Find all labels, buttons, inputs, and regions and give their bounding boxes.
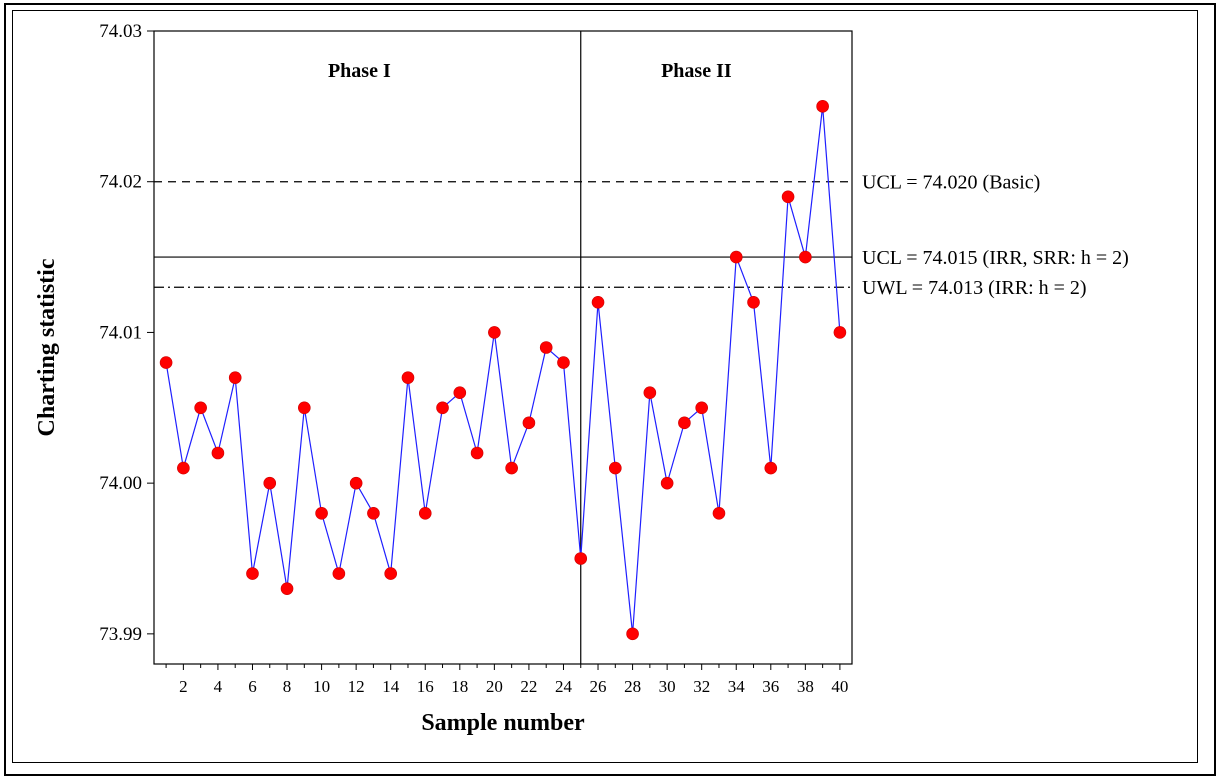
x-tick-label: 34 (728, 677, 746, 696)
data-point (522, 416, 536, 430)
x-tick-label: 28 (624, 677, 641, 696)
data-point (729, 250, 743, 264)
series-line (165, 106, 841, 634)
data-point (488, 326, 501, 339)
x-tick-label: 40 (831, 677, 848, 696)
data-point (332, 567, 346, 580)
y-tick-label: 74.01 (99, 322, 142, 343)
reference-line-label: UCL = 74.020 (Basic) (862, 172, 1040, 194)
y-tick-label: 74.00 (99, 473, 142, 494)
data-point (280, 582, 294, 595)
data-point (177, 461, 190, 475)
data-point (833, 326, 847, 339)
x-tick-label: 22 (520, 677, 537, 696)
inner-frame (12, 10, 1198, 763)
data-point (574, 552, 588, 565)
x-tick-label: 16 (417, 677, 434, 696)
data-point (228, 371, 242, 384)
x-tick-label: 14 (382, 677, 400, 696)
data-point (678, 416, 691, 430)
x-tick-label: 20 (486, 677, 503, 696)
data-point (505, 461, 518, 475)
data-point (747, 295, 760, 309)
y-tick-label: 74.02 (99, 172, 142, 193)
data-point (764, 461, 778, 475)
phase-label: Phase II (661, 60, 732, 82)
x-tick-label: 18 (451, 677, 468, 696)
data-point (591, 295, 605, 309)
y-axis-title: Charting statistic (34, 258, 60, 436)
x-tick-label: 10 (313, 677, 330, 696)
data-point (384, 567, 397, 580)
data-point (246, 567, 259, 580)
plot-frame (153, 30, 853, 665)
data-point (539, 341, 553, 354)
reference-line-label: UWL = 74.013 (IRR: h = 2) (862, 277, 1087, 299)
x-tick-label: 36 (762, 677, 779, 696)
x-axis-title: Sample number (421, 710, 585, 736)
data-point (660, 476, 674, 490)
data-point (781, 190, 795, 204)
x-tick-label: 26 (590, 677, 607, 696)
data-point (712, 506, 726, 520)
data-point (418, 506, 432, 520)
data-point (436, 401, 449, 415)
data-point (799, 250, 812, 264)
data-point (470, 446, 484, 460)
x-tick-label: 32 (693, 677, 710, 696)
data-point (298, 401, 311, 415)
x-tick-label: 12 (348, 677, 365, 696)
x-tick-label: 24 (555, 677, 573, 696)
data-point (159, 356, 173, 369)
data-point (401, 371, 415, 384)
y-tick-label: 73.99 (99, 624, 142, 645)
data-point (643, 386, 657, 400)
data-point (367, 506, 380, 520)
x-tick-label: 6 (248, 677, 257, 696)
data-point (349, 476, 363, 490)
x-tick-label: 2 (179, 677, 188, 696)
data-point (695, 401, 708, 415)
data-point (453, 386, 467, 400)
data-point (557, 356, 570, 369)
y-tick-label: 74.03 (99, 21, 142, 42)
data-point (626, 627, 639, 641)
data-point (816, 100, 829, 113)
x-tick-label: 30 (659, 677, 676, 696)
x-tick-label: 8 (283, 677, 292, 696)
reference-line-label: UCL = 74.015 (IRR, SRR: h = 2) (862, 247, 1129, 269)
data-point (194, 401, 207, 415)
phase-label: Phase I (328, 60, 391, 82)
data-point (211, 446, 225, 460)
outer-frame (4, 3, 1216, 776)
x-tick-label: 38 (797, 677, 814, 696)
data-point (315, 506, 328, 520)
x-tick-label: 4 (214, 677, 223, 696)
data-point (609, 461, 622, 475)
data-point (263, 476, 277, 490)
